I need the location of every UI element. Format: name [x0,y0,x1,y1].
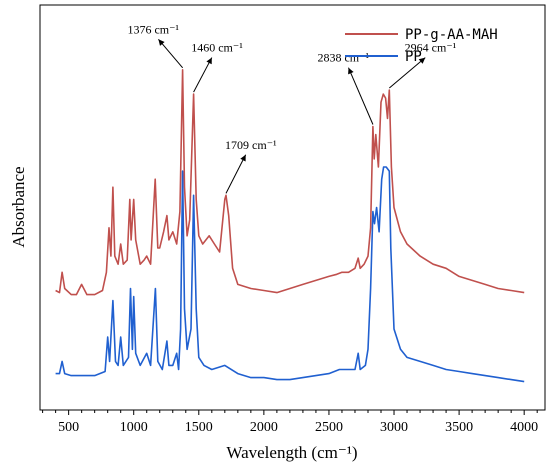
annotation-label: 1709 cm⁻¹ [225,138,277,152]
legend: PP-g-AA-MAH PP [345,27,498,65]
x-axis-ticks: 500 1000 1500 2000 2500 3000 3500 4000 [42,410,538,435]
annotation-label: 1460 cm⁻¹ [191,41,243,55]
annotation-arrow-head [348,67,354,75]
plot-frame [39,4,546,411]
annotation-arrow-head [240,154,246,162]
annotation-arrow-line [193,57,213,93]
annotation-arrow-head [158,39,165,46]
annotation-arrow-line [225,154,247,194]
annotation-label: 2838 cm⁻¹ [317,51,369,65]
annotation-arrow-line [389,57,426,89]
annotation-arrow-head [418,57,426,64]
annotation-arrow-line [348,67,374,125]
annotation-label: 1376 cm⁻¹ [127,22,179,36]
x-axis-title: Wavelength (cm⁻¹) [226,443,357,462]
x-tick-label: 500 [58,420,79,435]
series-line-pp-g-aa-mah [55,69,525,296]
x-tick-label: 2000 [250,420,278,435]
annotation-label: 2964 cm⁻¹ [405,41,457,55]
x-tick-label: 2500 [315,420,343,435]
x-tick-label: 3000 [380,420,408,435]
series-line-pp [55,166,525,383]
x-tick-label: 1000 [120,420,148,435]
series-group [55,69,525,383]
legend-label-pp: PP [405,49,422,65]
x-tick-label: 4000 [510,420,538,435]
x-tick-label: 3500 [445,420,473,435]
x-tick-label: 1500 [185,420,213,435]
annotation-arrow-head [206,57,212,65]
y-axis-title: Absorbance [9,166,28,247]
annotation-arrow-line [158,39,184,69]
annotations: 1376 cm⁻¹ 1460 cm⁻¹ 1709 cm⁻¹ 2838 cm⁻¹ 2964… [127,22,457,194]
legend-label-pp-g-aa-mah: PP-g-AA-MAH [405,27,498,43]
